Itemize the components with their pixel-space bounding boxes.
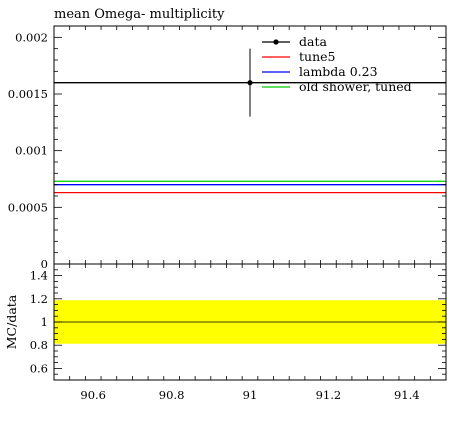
ratio-y-axis-label: MC/data bbox=[4, 294, 19, 349]
legend-label: lambda 0.23 bbox=[299, 64, 378, 79]
legend-label: data bbox=[299, 34, 327, 49]
legend-label: tune5 bbox=[299, 49, 335, 64]
y-tick-label: 1.2 bbox=[30, 292, 48, 306]
x-tick-label: 91.2 bbox=[316, 388, 342, 402]
y-tick-label: 0.8 bbox=[30, 338, 48, 352]
ratio-panel: 0.6 0.8 1 1.2 1.4 90.6 90.8 91 91.2 91.4 MC/data bbox=[4, 263, 447, 402]
y-tick-label: 0.001 bbox=[15, 144, 48, 158]
y-tick-label: 0.0015 bbox=[8, 87, 48, 101]
y-tick-label: 1 bbox=[41, 315, 48, 329]
x-tick-label: 90.6 bbox=[80, 388, 106, 402]
y-tick-label: 1.4 bbox=[30, 269, 48, 283]
x-tick-label: 90.8 bbox=[159, 388, 185, 402]
main-panel: 0 0.0005 0.001 0.0015 0.002 bbox=[8, 25, 447, 271]
y-tick-label: 0.0005 bbox=[8, 200, 48, 214]
legend-label: old shower, tuned bbox=[299, 79, 412, 94]
data-point bbox=[247, 80, 253, 86]
x-tick-label: 91.4 bbox=[394, 388, 420, 402]
y-tick-label: 0.002 bbox=[15, 30, 48, 44]
ratio-frame bbox=[53, 263, 447, 381]
legend-marker bbox=[273, 39, 279, 45]
x-tick-label: 91 bbox=[243, 388, 258, 402]
chart-title: mean Omega- multiplicity bbox=[54, 7, 225, 22]
y-tick-label: 0 bbox=[41, 257, 48, 271]
y-tick-label: 0.6 bbox=[30, 361, 48, 375]
